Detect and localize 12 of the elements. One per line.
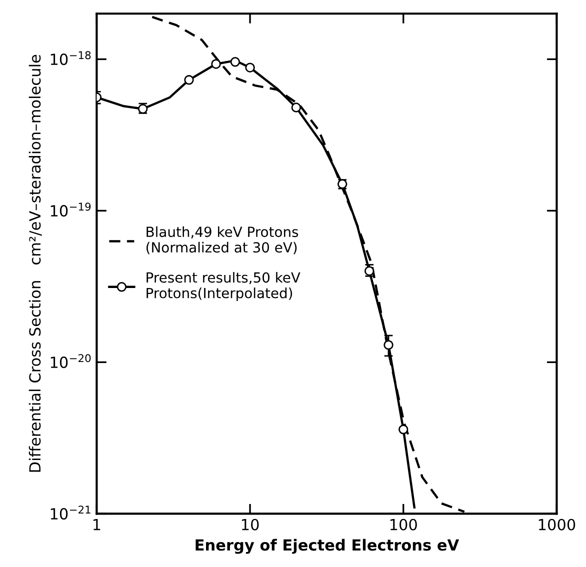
- y-tick-label: 10$^{−20}$: [50, 354, 91, 368]
- x-tick-label: 1000: [538, 518, 576, 530]
- x-tick-label: 10: [242, 518, 259, 530]
- x-axis-title: Energy of Ejected Electrons eV: [196, 538, 460, 554]
- y-tick-label: 10$^{−21}$: [50, 506, 90, 520]
- x-tick-label: 100: [390, 518, 417, 530]
- legend-label: Blauth,49 keV Protons (Normalized at 30 eV): [146, 226, 298, 254]
- y-axis-title: Differential Cross Section cm²/eV–steradion–molecule: [28, 54, 42, 472]
- y-tick-label: 10$^{−19}$: [50, 202, 91, 217]
- y-tick-label: 10$^{−18}$: [50, 51, 91, 66]
- x-tick-label: 1: [94, 519, 100, 530]
- legend-label: Present results,50 keV Protons(Interpolated): [146, 272, 300, 301]
